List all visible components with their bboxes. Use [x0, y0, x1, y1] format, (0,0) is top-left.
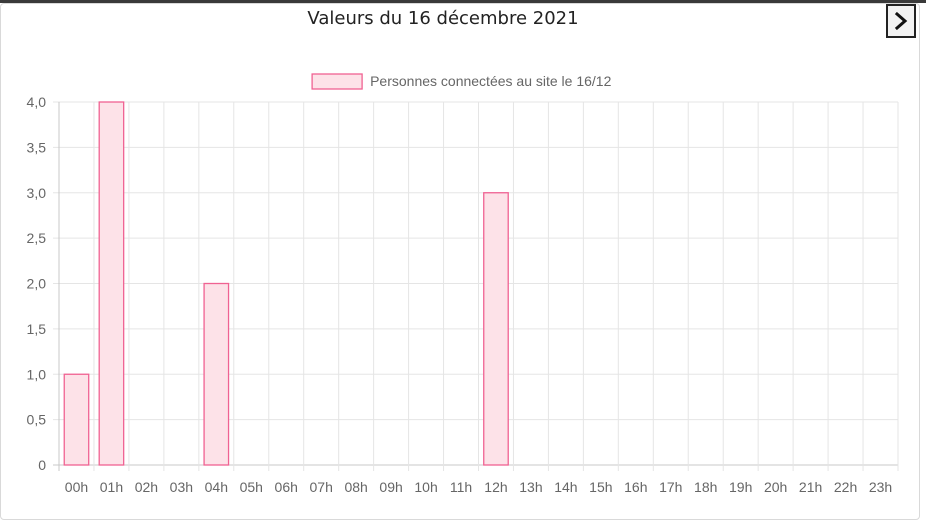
x-tick-label: 14h	[554, 479, 577, 495]
bar-01h	[98, 101, 125, 466]
x-tick-label: 03h	[170, 479, 193, 495]
x-tick-label: 11h	[450, 479, 472, 495]
y-tick-label: 0	[38, 457, 46, 473]
x-tick-label: 02h	[135, 479, 158, 495]
x-tick-label: 08h	[344, 479, 367, 495]
page-title: Valeurs du 16 décembre 2021	[307, 8, 579, 29]
x-tick-label: 16h	[624, 479, 647, 495]
y-tick-label: 3,5	[27, 139, 47, 155]
bar-04h	[203, 282, 230, 466]
chevron-right-icon	[894, 12, 908, 30]
x-tick-label: 09h	[379, 479, 402, 495]
x-tick-label: 01h	[100, 479, 123, 495]
x-tick-label: 20h	[764, 479, 787, 495]
x-tick-label: 04h	[205, 479, 228, 495]
y-tick-label: 1,5	[27, 321, 47, 337]
legend-swatch	[311, 73, 363, 90]
x-tick-label: 06h	[275, 479, 298, 495]
legend-label: Personnes connectées au site le 16/12	[370, 73, 611, 89]
x-tick-label: 23h	[869, 479, 892, 495]
y-tick-label: 3,0	[27, 185, 47, 201]
next-day-button[interactable]	[886, 4, 916, 38]
x-tick-label: 19h	[729, 479, 752, 495]
y-tick-label: 0,5	[27, 412, 47, 428]
x-tick-label: 10h	[414, 479, 437, 495]
x-tick-label: 22h	[834, 479, 857, 495]
x-tick-label: 13h	[519, 479, 542, 495]
x-tick-label: 18h	[694, 479, 717, 495]
y-tick-label: 2,5	[27, 230, 47, 246]
x-tick-label: 00h	[65, 479, 88, 495]
x-tick-label: 15h	[589, 479, 612, 495]
x-tick-label: 05h	[240, 479, 263, 495]
x-tick-label: 17h	[659, 479, 682, 495]
x-tick-label: 07h	[310, 479, 333, 495]
y-tick-label: 2,0	[27, 276, 47, 292]
bar-00h	[63, 373, 90, 466]
top-rule	[0, 0, 926, 3]
chart-panel	[0, 3, 920, 520]
x-tick-label: 21h	[799, 479, 822, 495]
bar-12h	[483, 192, 509, 466]
y-tick-label: 4,0	[27, 94, 47, 110]
y-tick-label: 1,0	[27, 366, 47, 382]
x-tick-label: 12h	[484, 479, 507, 495]
